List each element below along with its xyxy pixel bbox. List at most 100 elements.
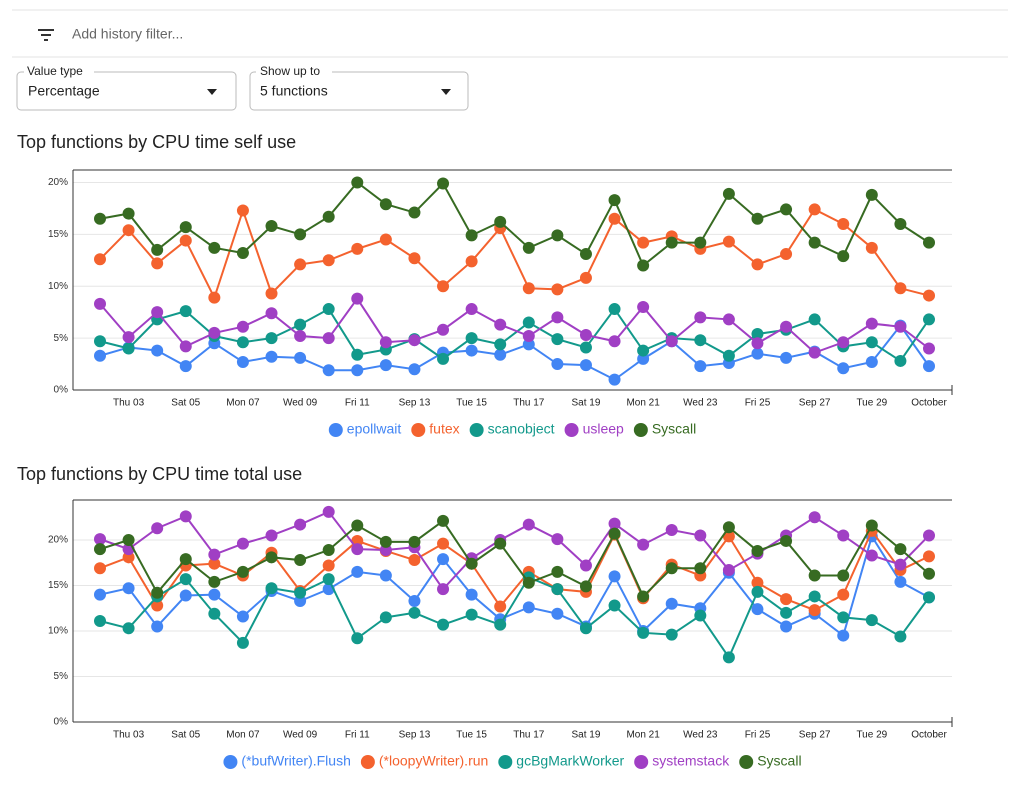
data-point	[322, 544, 335, 557]
x-tick-label: Mon 21	[626, 730, 660, 741]
x-tick-label: Mon 07	[226, 730, 260, 741]
legend-marker	[469, 423, 484, 437]
data-point	[923, 360, 935, 373]
filter-icon[interactable]	[38, 29, 54, 41]
dropdown-arrow[interactable]	[441, 89, 451, 95]
data-point	[780, 203, 793, 216]
data-point	[322, 210, 335, 223]
data-point	[637, 300, 650, 313]
chart-title: Top functions by CPU time total use	[17, 464, 302, 484]
dropdown-value[interactable]: 5 functions	[260, 83, 328, 99]
legend-label: systemstack	[652, 753, 730, 769]
x-tick-label: Fri 11	[345, 730, 370, 741]
data-point	[808, 346, 821, 359]
data-point	[151, 344, 164, 357]
data-point	[751, 212, 764, 225]
data-point	[379, 198, 392, 211]
data-point	[722, 564, 735, 577]
data-point	[579, 580, 592, 593]
dropdown-arrow[interactable]	[207, 89, 217, 95]
data-point	[351, 519, 364, 532]
data-point	[665, 236, 678, 249]
y-tick-label: 10%	[48, 626, 68, 637]
data-point	[208, 241, 221, 254]
data-point	[265, 287, 278, 300]
data-point	[94, 615, 106, 628]
data-point	[579, 359, 592, 372]
data-point	[837, 336, 850, 349]
data-point	[322, 303, 335, 316]
data-point	[608, 194, 621, 207]
data-point	[94, 588, 106, 601]
data-point	[122, 224, 135, 237]
data-point	[494, 318, 507, 331]
data-point	[408, 535, 421, 548]
data-point	[551, 533, 564, 546]
data-point	[294, 586, 307, 599]
data-point	[122, 342, 135, 355]
data-point	[151, 243, 164, 256]
data-point	[151, 257, 164, 270]
data-point	[551, 583, 564, 596]
data-point	[236, 355, 249, 368]
data-point	[722, 349, 735, 362]
data-point	[722, 187, 735, 200]
data-point	[379, 336, 392, 349]
data-point	[694, 529, 707, 542]
filter-input[interactable]: Add history filter...	[72, 26, 183, 42]
data-point	[351, 632, 364, 645]
data-point	[122, 207, 135, 220]
data-point	[608, 303, 621, 316]
data-point	[151, 599, 164, 612]
data-point	[837, 588, 850, 601]
dropdown[interactable]	[249, 71, 469, 111]
x-tick-label: Tue 15	[456, 730, 487, 741]
legend-label: Syscall	[757, 753, 801, 769]
legend-label: usleep	[583, 421, 624, 437]
data-point	[465, 588, 478, 601]
data-point	[265, 582, 278, 595]
data-point	[665, 524, 678, 537]
data-point	[94, 349, 106, 362]
data-point	[408, 252, 421, 265]
data-point	[265, 220, 278, 233]
data-point	[694, 236, 707, 249]
y-tick-label: 20%	[48, 177, 68, 188]
data-point	[808, 511, 821, 524]
data-point	[665, 562, 678, 575]
data-point	[808, 313, 821, 326]
label-bg	[256, 64, 332, 78]
dropdown-value[interactable]: Percentage	[28, 83, 100, 99]
x-tick-label: Mon 07	[226, 398, 260, 409]
data-point	[122, 534, 135, 547]
data-point	[522, 330, 535, 343]
data-point	[236, 565, 249, 578]
data-point	[522, 338, 535, 351]
data-point	[208, 291, 221, 304]
data-point	[751, 258, 764, 271]
dropdown[interactable]	[16, 71, 237, 111]
data-point	[780, 534, 793, 547]
data-point	[494, 618, 507, 631]
data-point	[865, 241, 878, 254]
data-point	[179, 234, 192, 247]
data-point	[694, 360, 707, 373]
data-point	[465, 229, 478, 242]
data-point	[351, 242, 364, 255]
data-point	[437, 323, 450, 336]
data-point	[522, 518, 535, 531]
data-point	[437, 618, 450, 631]
data-point	[151, 620, 164, 633]
data-point	[294, 330, 307, 343]
x-tick-label: Tue 29	[856, 398, 887, 409]
data-point	[665, 628, 678, 641]
data-point	[637, 259, 650, 272]
data-point	[179, 573, 192, 586]
data-point	[865, 549, 878, 562]
data-point	[522, 316, 535, 329]
data-point	[522, 282, 535, 295]
data-point	[208, 557, 221, 570]
data-point	[551, 565, 564, 578]
data-point	[179, 360, 192, 373]
data-point	[151, 522, 164, 535]
